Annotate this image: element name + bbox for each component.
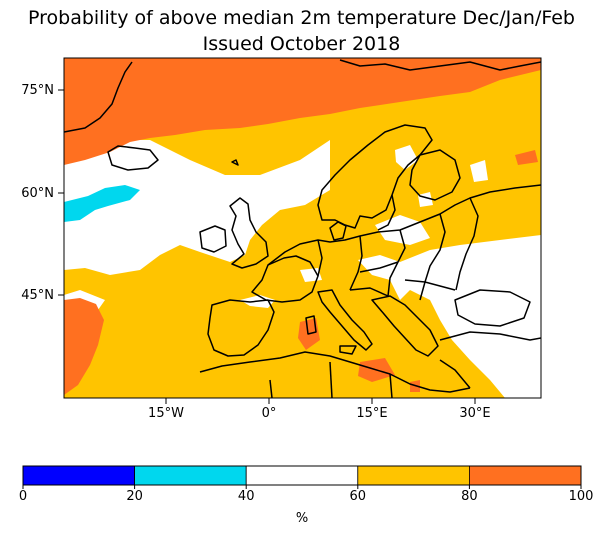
colorbar-tick-label: 20 bbox=[126, 489, 143, 504]
lat-tick-label: 60°N bbox=[21, 186, 54, 201]
colorbar-bin bbox=[134, 465, 247, 486]
lat-tick-label: 45°N bbox=[21, 288, 54, 303]
colorbar-frame bbox=[22, 465, 582, 486]
colorbar: 0 20 40 60 80 100 % bbox=[19, 465, 594, 526]
lat-axis: 75°N 60°N 45°N bbox=[21, 83, 64, 303]
colorbar-units: % bbox=[296, 511, 308, 526]
colorbar-bin bbox=[468, 465, 582, 486]
probability-map bbox=[64, 58, 541, 398]
chart-title: Probability of above median 2m temperatu… bbox=[28, 7, 575, 29]
coastlines-borders bbox=[64, 59, 541, 398]
colorbar-bin bbox=[22, 465, 135, 486]
lon-tick-label: 15°E bbox=[356, 406, 387, 421]
lon-tick-label: 0° bbox=[262, 406, 277, 421]
colorbar-bin bbox=[245, 465, 359, 486]
lon-tick-label: 15°W bbox=[148, 406, 184, 421]
prob-40-60-fill bbox=[64, 140, 541, 398]
prob-20-40-fill bbox=[64, 185, 140, 222]
prob-60-80-fill bbox=[64, 58, 541, 398]
chart-subtitle: Issued October 2018 bbox=[202, 33, 401, 55]
lat-tick-label: 75°N bbox=[21, 83, 54, 98]
lon-tick-label: 30°E bbox=[459, 406, 490, 421]
colorbar-tick-label: 0 bbox=[19, 489, 27, 504]
map-frame bbox=[63, 57, 542, 399]
colorbar-bin bbox=[357, 465, 470, 486]
colorbar-tick-label: 60 bbox=[350, 489, 367, 504]
colorbar-tick-label: 40 bbox=[238, 489, 255, 504]
colorbar-tick-label: 80 bbox=[461, 489, 478, 504]
lon-axis: 15°W 0° 15°E 30°E bbox=[148, 398, 491, 421]
colorbar-tick-label: 100 bbox=[569, 489, 594, 504]
